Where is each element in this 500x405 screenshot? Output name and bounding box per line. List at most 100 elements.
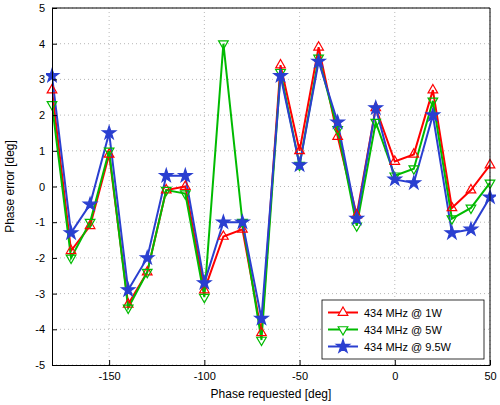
marker <box>85 220 95 228</box>
tick-label: -100 <box>194 370 216 382</box>
tick-mark <box>300 360 301 365</box>
marker <box>331 115 344 128</box>
tick: 3 <box>39 73 57 85</box>
tick: 4 <box>39 38 57 50</box>
legend-entry: 434 MHz @ 9.5W <box>328 340 452 353</box>
marker <box>179 169 192 182</box>
grid-line <box>52 365 490 366</box>
tick-mark <box>395 360 396 365</box>
tick-mark <box>52 365 57 366</box>
tick: -50 <box>292 360 308 382</box>
marker <box>161 187 171 195</box>
axis-line <box>53 365 491 366</box>
tick-label: -150 <box>99 370 121 382</box>
marker <box>314 42 324 50</box>
tick: 0 <box>392 360 398 382</box>
tick-label: -2 <box>35 252 45 264</box>
marker <box>122 283 135 296</box>
marker <box>83 197 96 210</box>
tick-label: -4 <box>35 323 45 335</box>
marker <box>371 119 381 127</box>
marker <box>255 312 268 325</box>
marker <box>180 181 190 189</box>
tick-label: 50 <box>484 370 496 382</box>
y-axis-title: Phase error [deg] <box>3 140 17 233</box>
legend-entry: 434 MHz @ 5W <box>328 324 442 336</box>
tick-label: 0 <box>39 181 45 193</box>
marker <box>257 337 267 345</box>
marker <box>66 245 76 253</box>
marker <box>85 219 95 227</box>
marker <box>295 145 305 153</box>
grid-line <box>52 43 490 44</box>
tick-mark <box>204 360 205 365</box>
x-axis: -150 -100 -50 0 50 <box>53 360 497 382</box>
tick-mark <box>52 258 57 259</box>
marker <box>312 55 325 68</box>
tick-label: 4 <box>39 38 45 50</box>
marker <box>409 166 419 174</box>
tick: -5 <box>35 359 57 371</box>
tick-label: 3 <box>39 73 45 85</box>
marker <box>200 294 210 302</box>
marker <box>350 212 363 225</box>
tick-label: -1 <box>35 216 45 228</box>
marker <box>409 149 419 157</box>
tick-label: -50 <box>292 370 308 382</box>
tick: 0 <box>39 181 57 193</box>
marker <box>390 156 400 164</box>
marker <box>257 327 267 335</box>
legend: 434 MHz @ 1W 434 MHz @ 5W 434 MHz @ 9.5W <box>322 300 484 359</box>
marker <box>464 222 477 235</box>
chart: -150 -100 -50 0 50 -5 -4 -3 -2 -1 0 1 2 3 4 5 434 MHz @ … <box>0 0 500 405</box>
marker <box>369 101 382 114</box>
marker <box>217 215 230 228</box>
tick-label: -3 <box>35 288 45 300</box>
tick: -4 <box>35 323 57 335</box>
grid-line <box>52 293 490 294</box>
grid-line <box>52 257 490 258</box>
tick: -150 <box>99 360 121 382</box>
marker <box>236 215 249 228</box>
marker <box>447 216 457 224</box>
grid-line <box>490 8 491 365</box>
marker <box>104 148 114 156</box>
tick: 1 <box>39 145 57 157</box>
marker <box>445 226 458 239</box>
tick: 2 <box>39 109 57 121</box>
tick-mark <box>52 115 57 116</box>
marker <box>219 231 229 239</box>
marker <box>123 305 133 313</box>
grid <box>52 8 490 365</box>
marker <box>66 255 76 263</box>
marker <box>64 226 77 239</box>
tick: -100 <box>194 360 216 382</box>
tick-mark <box>52 329 57 330</box>
marker <box>276 60 286 68</box>
legend-label: 434 MHz @ 1W <box>364 307 442 319</box>
marker <box>388 172 401 185</box>
plot-background <box>52 8 490 365</box>
tick-mark <box>52 151 57 152</box>
grid-line <box>52 115 490 116</box>
marker <box>447 202 457 210</box>
legend-label: 434 MHz @ 9.5W <box>364 341 452 353</box>
tick-label: 2 <box>39 109 45 121</box>
tick-mark <box>52 294 57 295</box>
x-axis-title: Phase requested [deg] <box>211 387 332 401</box>
tick-label: -5 <box>35 359 45 371</box>
marker <box>219 41 229 49</box>
series-line <box>52 47 490 333</box>
marker <box>198 276 211 289</box>
tick-label: 1 <box>39 145 45 157</box>
marker <box>426 108 439 121</box>
marker <box>466 205 476 213</box>
marker <box>123 299 133 307</box>
tick-mark <box>109 360 110 365</box>
marker <box>428 98 438 106</box>
plot: -150 -100 -50 0 50 -5 -4 -3 -2 -1 0 1 2 3 4 5 434 MHz @ … <box>35 2 496 382</box>
marker <box>274 69 287 82</box>
grid-line <box>299 8 300 365</box>
tick: -1 <box>35 216 57 228</box>
tick-label: 5 <box>39 2 45 14</box>
